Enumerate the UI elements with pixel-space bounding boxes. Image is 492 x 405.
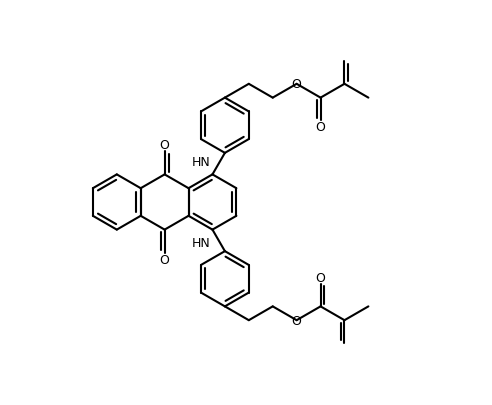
Text: O: O: [160, 253, 170, 266]
Text: HN: HN: [192, 156, 211, 169]
Text: O: O: [315, 272, 326, 285]
Text: HN: HN: [192, 236, 211, 249]
Text: O: O: [292, 314, 302, 327]
Text: O: O: [160, 139, 170, 152]
Text: O: O: [292, 78, 302, 91]
Text: O: O: [315, 120, 326, 133]
